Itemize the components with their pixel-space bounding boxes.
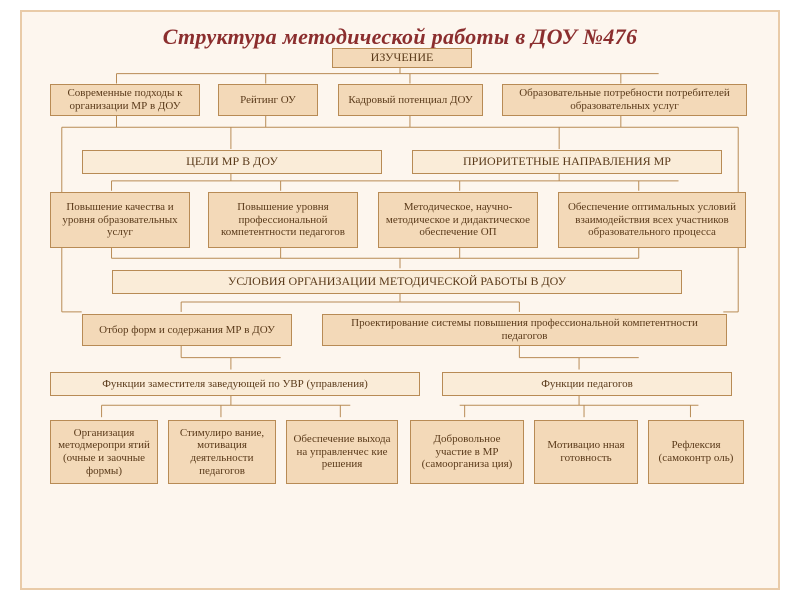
node-selection: Отбор форм и содержания МР в ДОУ (82, 314, 292, 346)
node-conditions: УСЛОВИЯ ОРГАНИЗАЦИИ МЕТОДИЧЕСКОЙ РАБОТЫ … (112, 270, 682, 294)
node-modern-approaches: Современные подходы к организации МР в Д… (50, 84, 200, 116)
node-edu-needs: Образовательные потребности потребителей… (502, 84, 747, 116)
node-goals: ЦЕЛИ МР В ДОУ (82, 150, 382, 174)
node-optimal: Обеспечение оптимальных условий взаимоде… (558, 192, 746, 248)
node-rating: Рейтинг ОУ (218, 84, 318, 116)
node-priorities: ПРИОРИТЕТНЫЕ НАПРАВЛЕНИЯ МР (412, 150, 722, 174)
node-staff-potential: Кадровый потенциал ДОУ (338, 84, 483, 116)
node-design-system: Проектирование системы повышения професс… (322, 314, 727, 346)
diagram-frame: Структура методической работы в ДОУ №476 (20, 10, 780, 590)
node-voluntary: Добровольное участие в МР (самоорганиза … (410, 420, 524, 484)
node-stimulation: Стимулиро вание, мотивация деятельности … (168, 420, 276, 484)
node-motiv-readiness: Мотивацио нная готовность (534, 420, 638, 484)
node-reflection: Рефлексия (самоконтр оль) (648, 420, 744, 484)
node-study: ИЗУЧЕНИЕ (332, 48, 472, 68)
page-title: Структура методической работы в ДОУ №476 (36, 24, 764, 50)
node-methodical: Методическое, научно-методическое и дида… (378, 192, 538, 248)
node-functions-teachers: Функции педагогов (442, 372, 732, 396)
node-functions-deputy: Функции заместителя заведующей по УВР (у… (50, 372, 420, 396)
node-management-decisions: Обеспечение выхода на управленчес кие ре… (286, 420, 398, 484)
node-competence: Повышение уровня профессиональной компет… (208, 192, 358, 248)
node-organization: Организация методмеропри ятий (очные и з… (50, 420, 158, 484)
node-quality: Повышение качества и уровня образователь… (50, 192, 190, 248)
